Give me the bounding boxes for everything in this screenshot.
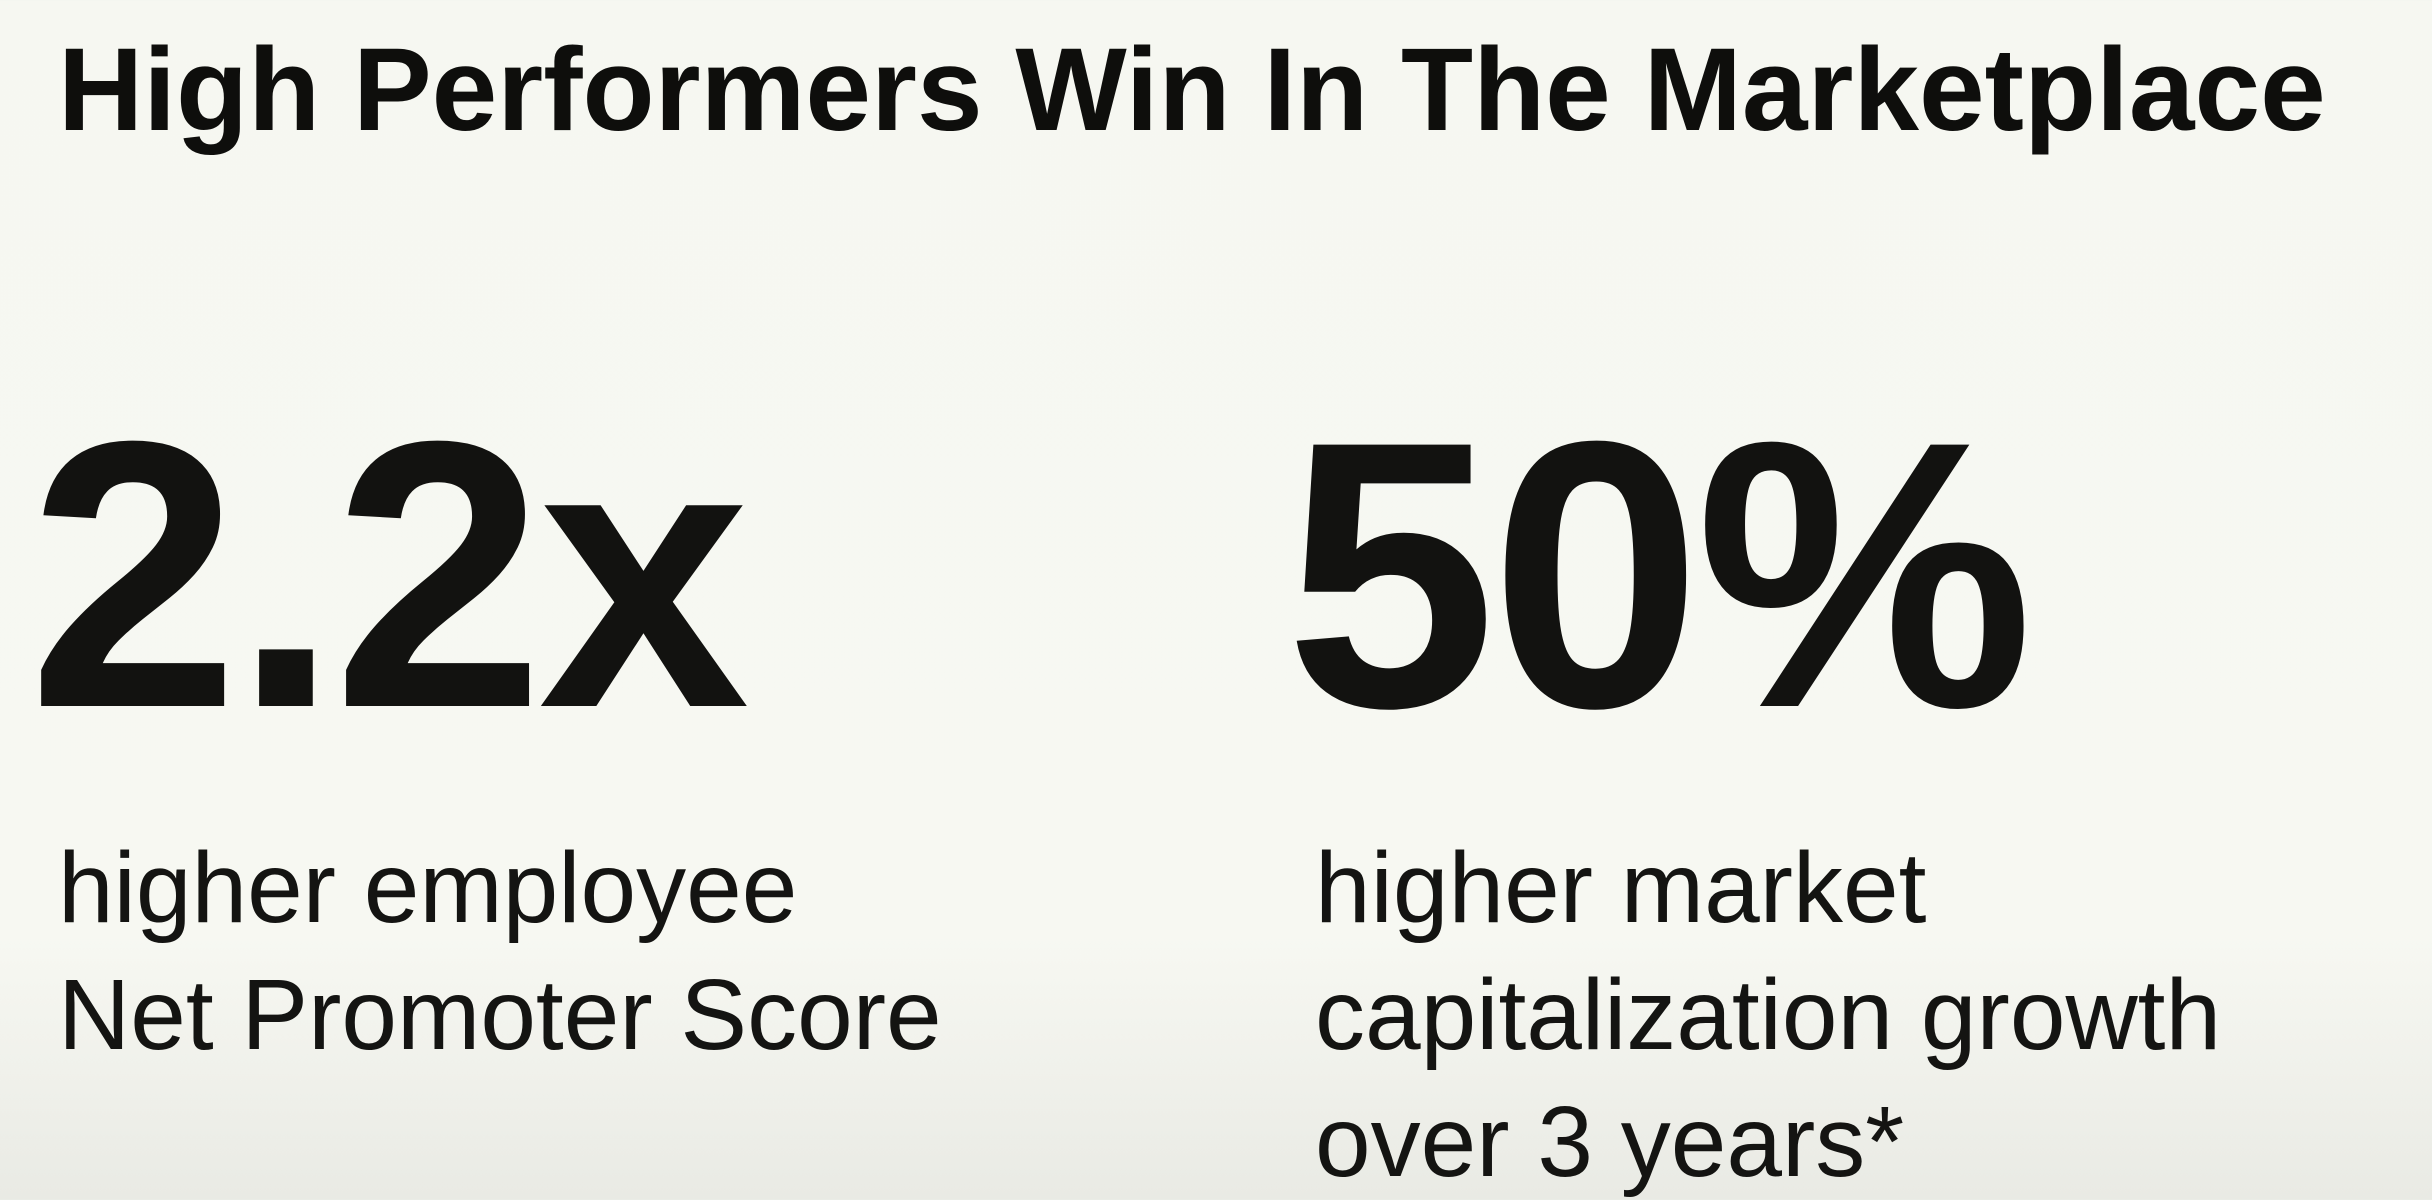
stat-description-line: over 3 years* <box>1315 1086 1905 1198</box>
stat-description: higher market capitalization growth over… <box>1285 825 2415 1200</box>
stat-description: higher employee Net Promoter Score <box>28 825 1178 1079</box>
stat-description-line: higher market <box>1315 832 1927 944</box>
stat-description-line: higher employee <box>58 832 798 944</box>
stat-description-line: Net Promoter Score <box>58 959 942 1071</box>
stat-employee-nps: 2.2x higher employee Net Promoter Score <box>28 362 1178 1079</box>
slide-title: High Performers Win In The Marketplace <box>58 24 2326 156</box>
stat-value: 50% <box>1285 362 2034 787</box>
stat-value: 2.2x <box>28 362 750 787</box>
stat-description-line: capitalization growth <box>1315 959 2222 1071</box>
stat-market-cap-growth: 50% higher market capitalization growth … <box>1285 362 2415 1200</box>
